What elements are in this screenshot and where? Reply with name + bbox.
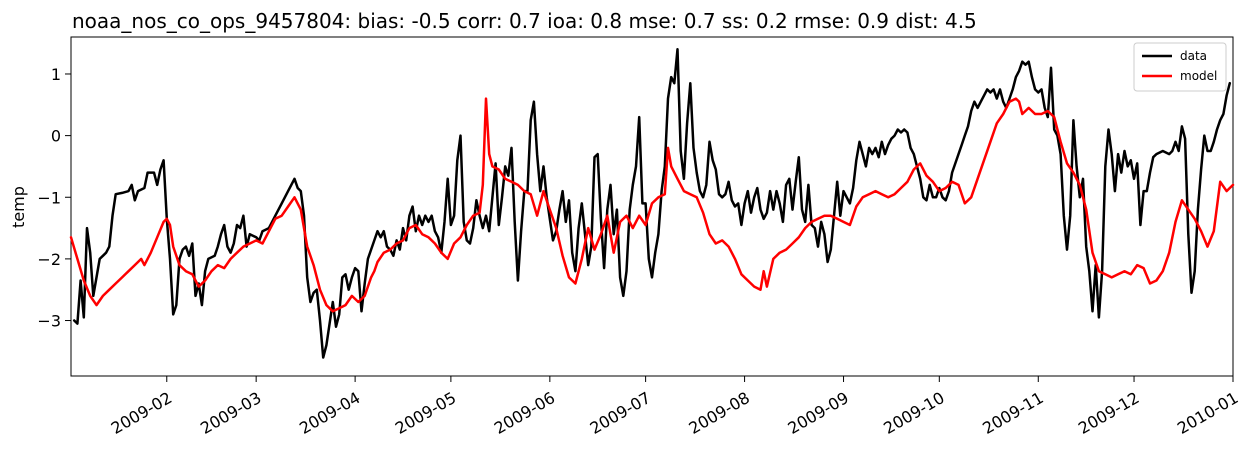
series-lines <box>69 48 1235 359</box>
x-tick-label: 2009-09 <box>785 388 852 438</box>
y-tick-label: −2 <box>37 250 61 269</box>
x-tick-label: 2009-07 <box>587 388 654 438</box>
plot-area: −3−2−101 2009-02 2009-03 2009-04 2009-05 200… <box>37 36 1241 438</box>
x-tick-label: 2009-05 <box>392 388 459 438</box>
legend-label-model: model <box>1180 69 1217 83</box>
y-axis-label: temp <box>9 186 28 228</box>
x-axis: 2009-02 2009-03 2009-04 2009-05 2009-06 2009-… <box>108 376 1241 438</box>
y-tick-label: 1 <box>51 65 61 84</box>
x-tick-label: 2009-02 <box>108 388 175 438</box>
x-tick-label: 2009-11 <box>979 388 1046 438</box>
y-tick-label: −3 <box>37 312 61 331</box>
legend-label-data: data <box>1180 49 1207 63</box>
y-tick-label: 0 <box>51 127 61 146</box>
y-axis: −3 −2 −1 0 1 <box>37 65 71 331</box>
y-tick-label: −1 <box>37 188 61 207</box>
chart-title: noaa_nos_co_ops_9457804: bias: -0.5 corr… <box>72 9 977 33</box>
x-tick-label: 2009-10 <box>880 388 947 438</box>
x-tick-label: 2009-12 <box>1075 388 1142 438</box>
legend: data model <box>1133 42 1227 92</box>
series-line-data <box>72 48 1232 359</box>
x-tick-label: 2009-04 <box>296 388 363 438</box>
axes-frame <box>70 36 1234 377</box>
x-tick-label: 2009-08 <box>686 388 753 438</box>
x-tick-label: 2010-01 <box>1174 388 1241 438</box>
series-line-model <box>69 97 1235 313</box>
x-tick-label: 2009-06 <box>491 388 558 438</box>
x-tick-label: 2009-03 <box>197 388 264 438</box>
